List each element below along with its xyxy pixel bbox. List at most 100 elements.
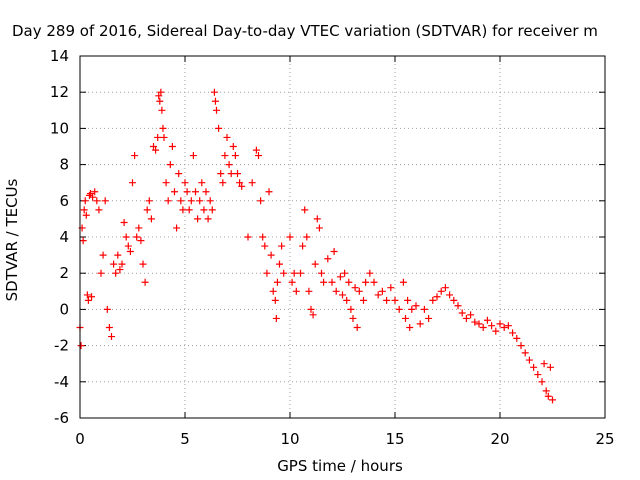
data-point <box>271 296 279 304</box>
data-point <box>194 215 202 223</box>
data-point <box>433 293 441 301</box>
data-point <box>355 287 363 295</box>
data-point <box>425 314 433 322</box>
data-point <box>84 296 92 304</box>
x-tick-label: 0 <box>75 430 85 448</box>
data-point <box>164 197 172 205</box>
data-point <box>168 143 176 150</box>
data-point <box>351 284 359 292</box>
data-point <box>118 260 126 268</box>
data-point <box>530 363 538 371</box>
data-point <box>395 305 403 313</box>
data-point <box>208 206 216 214</box>
data-point <box>156 97 164 105</box>
data-point <box>546 363 554 371</box>
data-point <box>81 197 89 205</box>
data-point <box>116 266 124 274</box>
data-point <box>483 316 491 324</box>
data-point <box>160 133 168 141</box>
y-tick-label: -6 <box>54 409 69 427</box>
data-point <box>492 327 500 335</box>
data-point <box>89 193 97 201</box>
data-point <box>177 197 185 205</box>
data-point <box>82 211 90 219</box>
data-point <box>227 170 235 178</box>
data-point <box>131 152 139 160</box>
y-tick-label: 10 <box>50 119 69 137</box>
data-point <box>215 124 223 132</box>
data-point <box>441 284 449 292</box>
data-point <box>290 269 298 277</box>
data-point <box>383 296 391 304</box>
data-point <box>278 242 286 250</box>
data-point <box>204 215 212 223</box>
data-point <box>206 197 214 205</box>
data-point <box>263 269 271 277</box>
y-tick-label: 6 <box>59 192 69 210</box>
y-axis-label: SDTVAR / TECUs <box>3 178 21 301</box>
data-point <box>332 287 340 295</box>
data-point <box>288 278 296 286</box>
data-point <box>95 206 103 214</box>
data-point <box>181 179 189 187</box>
data-points <box>76 88 556 404</box>
data-point <box>211 97 219 105</box>
data-point <box>179 206 187 214</box>
y-tick-label: 4 <box>59 228 69 246</box>
data-point <box>299 242 307 250</box>
data-point <box>360 296 367 304</box>
data-point <box>500 324 508 331</box>
data-point <box>257 197 265 205</box>
data-point <box>454 302 462 310</box>
data-point <box>114 251 122 259</box>
data-point <box>147 215 155 223</box>
data-point <box>234 170 241 178</box>
data-point <box>391 296 399 304</box>
data-point <box>345 278 353 286</box>
data-point <box>349 314 357 322</box>
data-point <box>303 233 311 241</box>
data-point <box>139 260 147 268</box>
data-point <box>437 287 445 295</box>
data-point <box>129 179 136 187</box>
data-point <box>420 305 428 313</box>
data-point <box>534 371 542 379</box>
data-point <box>387 284 395 292</box>
data-point <box>126 247 134 255</box>
y-tick-label: 12 <box>50 83 69 101</box>
data-point <box>517 342 525 350</box>
data-point <box>159 124 167 132</box>
data-point <box>261 242 269 250</box>
data-point <box>276 260 283 268</box>
data-point <box>185 206 193 214</box>
data-point <box>353 324 361 331</box>
data-point <box>402 314 409 322</box>
data-point <box>265 188 273 196</box>
x-tick-label: 5 <box>180 430 190 448</box>
data-point <box>101 197 109 205</box>
data-point <box>105 324 113 331</box>
x-tick-label: 15 <box>385 430 404 448</box>
data-point <box>141 278 149 286</box>
data-point <box>542 387 550 395</box>
data-point <box>540 360 548 368</box>
data-point <box>99 251 107 259</box>
y-tick-label: -4 <box>54 373 69 391</box>
data-point <box>259 233 267 241</box>
data-point <box>343 296 351 304</box>
data-point <box>110 260 118 268</box>
data-point <box>175 170 183 178</box>
data-point <box>313 215 321 223</box>
data-point <box>301 206 309 214</box>
data-point <box>330 247 338 255</box>
data-point <box>192 188 199 196</box>
data-point <box>370 278 378 286</box>
data-point <box>479 324 487 331</box>
data-point <box>297 269 304 277</box>
data-point <box>122 233 130 241</box>
data-point <box>496 320 504 328</box>
data-point <box>286 233 294 241</box>
y-tick-label: 8 <box>59 156 69 174</box>
x-axis-label: GPS time / hours <box>277 457 403 475</box>
data-point <box>307 305 315 313</box>
